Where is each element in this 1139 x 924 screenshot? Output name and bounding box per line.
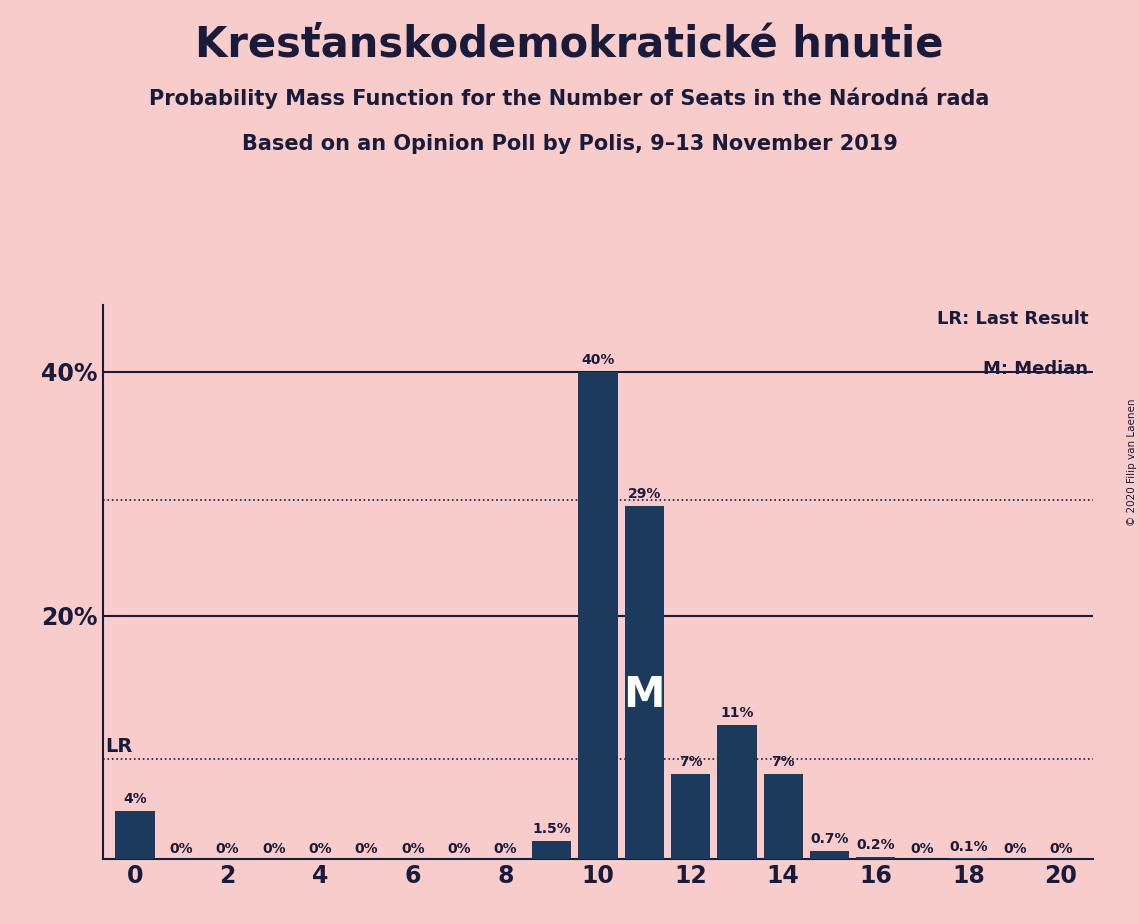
Text: 0.7%: 0.7% [810,832,849,845]
Bar [624,506,664,859]
Bar [718,725,756,859]
Text: 0%: 0% [1049,842,1073,856]
Text: © 2020 Filip van Laenen: © 2020 Filip van Laenen [1126,398,1137,526]
Text: 0%: 0% [354,842,378,856]
Text: 0%: 0% [910,842,934,856]
Text: 7%: 7% [679,755,703,769]
Bar [671,774,711,859]
Text: LR: Last Result: LR: Last Result [937,310,1089,328]
Text: 0%: 0% [401,842,425,856]
Text: Kresťanskodemokratické hnutie: Kresťanskodemokratické hnutie [195,23,944,65]
Text: LR: LR [105,736,132,756]
Text: 0%: 0% [493,842,517,856]
Text: 0.2%: 0.2% [857,838,895,852]
Bar [763,774,803,859]
Text: 0%: 0% [215,842,239,856]
Bar [949,858,989,859]
Text: 11%: 11% [720,707,754,721]
Bar [532,841,572,859]
Bar [115,810,155,859]
Text: 0%: 0% [262,842,286,856]
Text: M: Median: M: Median [983,360,1089,378]
Text: 0%: 0% [309,842,331,856]
Text: 0%: 0% [1003,842,1026,856]
Text: Probability Mass Function for the Number of Seats in the Národná rada: Probability Mass Function for the Number… [149,88,990,109]
Bar [857,857,895,859]
Text: 4%: 4% [123,792,147,806]
Bar [810,851,850,859]
Text: 29%: 29% [628,487,661,501]
Bar [579,372,617,859]
Text: M: M [623,674,665,716]
Text: Based on an Opinion Poll by Polis, 9–13 November 2019: Based on an Opinion Poll by Polis, 9–13 … [241,134,898,154]
Text: 0%: 0% [448,842,470,856]
Text: 1.5%: 1.5% [532,822,571,836]
Text: 0.1%: 0.1% [949,841,988,855]
Text: 7%: 7% [771,755,795,769]
Text: 0%: 0% [170,842,192,856]
Text: 40%: 40% [581,353,615,367]
